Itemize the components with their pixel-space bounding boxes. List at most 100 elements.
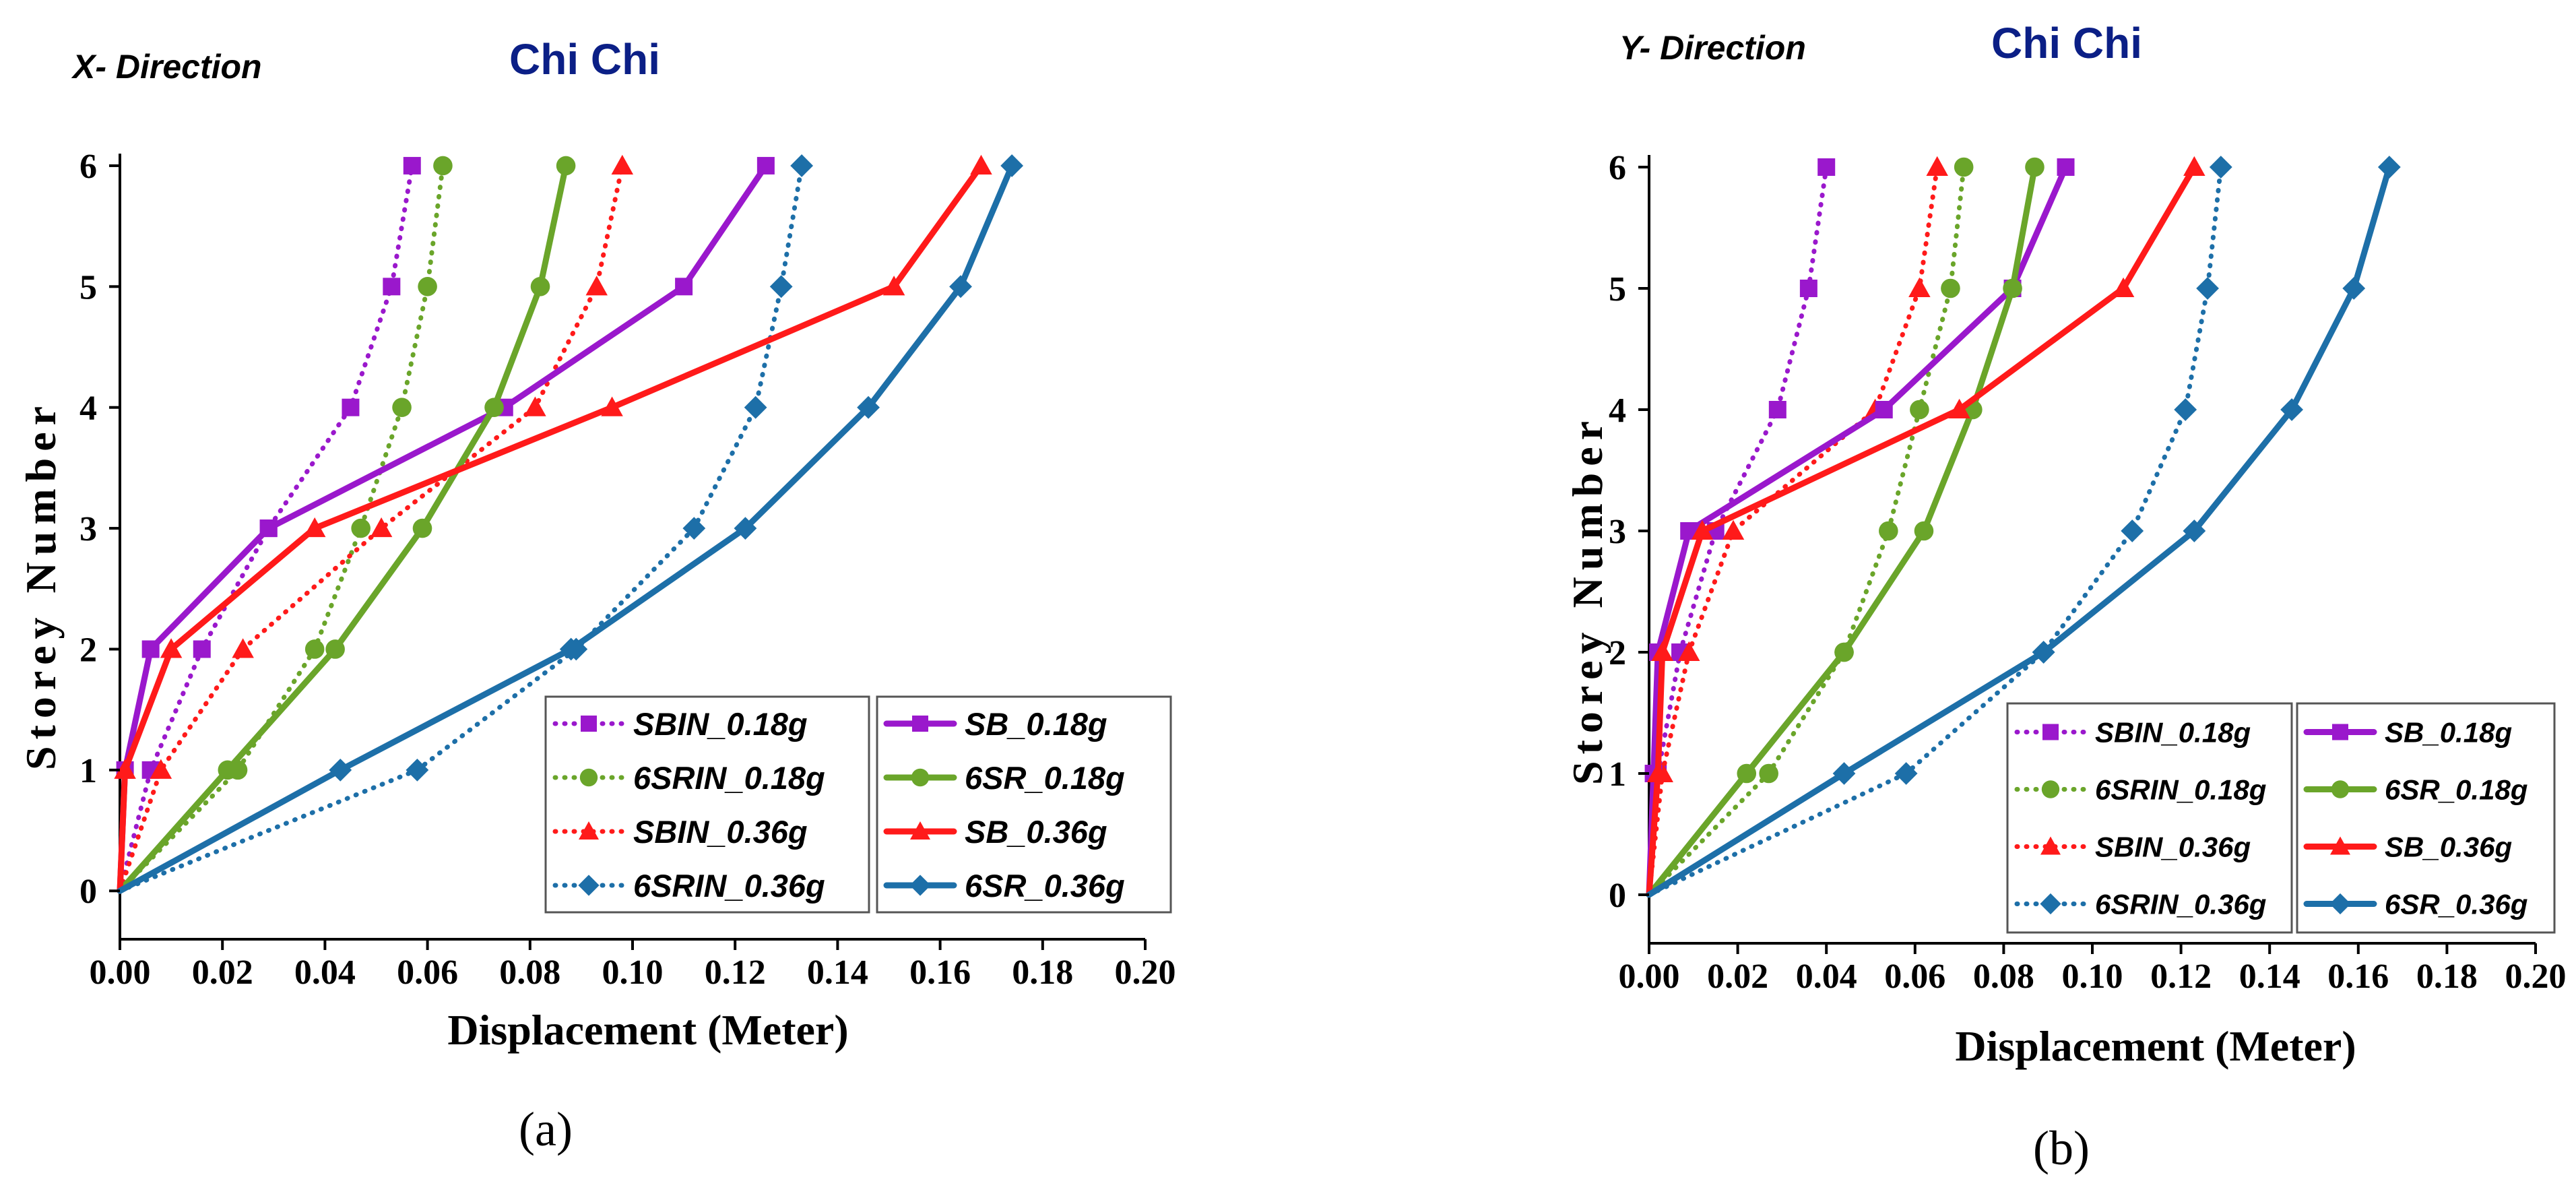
data-point: [342, 398, 360, 416]
legend-entries: SBIN_0.18g 6SRIN_0.18g SBIN_0.36g 6SRIN_0.3…: [552, 706, 1125, 904]
legend-swatch-marker: [2329, 893, 2351, 915]
data-point: [1000, 154, 1024, 177]
chart-title: Chi Chi: [509, 35, 660, 84]
legend-swatch-marker: [2042, 724, 2059, 740]
legend-entries: SBIN_0.18g 6SRIN_0.18g SBIN_0.36g 6SRIN_0.3…: [2014, 717, 2527, 920]
y-tick-label: 5: [79, 268, 97, 307]
legend-swatch-marker: [2332, 724, 2348, 740]
series-SB_0.36g: [1646, 156, 2205, 898]
legend-label: 6SRIN_0.18g: [633, 760, 825, 796]
data-point: [325, 639, 345, 659]
series-line: [117, 162, 569, 894]
y-tick-label: 0: [1609, 877, 1626, 915]
legend-entry-6SRIN_0.36g: 6SRIN_0.36g: [2014, 889, 2266, 920]
x-tick-labels: 0.00 0.02 0.04 0.06 0.08 0.10 0.12 0.14 0.16 0.18…: [1619, 943, 2567, 996]
data-point: [1834, 642, 1854, 662]
x-tick-label: 0.08: [1973, 957, 2034, 996]
data-point: [1908, 277, 1931, 297]
legend-entry-6SR_0.18g: 6SR_0.18g: [2303, 774, 2527, 806]
data-point: [675, 278, 693, 296]
data-point: [1894, 762, 1918, 785]
x-tick-label: 0.12: [705, 953, 766, 992]
legend-entry-6SR_0.18g: 6SR_0.18g: [883, 760, 1125, 796]
x-tick-label: 0.02: [192, 953, 253, 992]
legend: SBIN_0.18g 6SRIN_0.18g SBIN_0.36g 6SRIN_0.3…: [2006, 702, 2556, 934]
x-tick-label: 0.18: [1012, 953, 1073, 992]
y-tick-label: 4: [79, 389, 97, 428]
data-point: [383, 278, 401, 296]
panel-caption: (b): [2033, 1121, 2090, 1175]
direction-label: X- Direction: [71, 48, 262, 86]
legend-label: SBIN_0.18g: [633, 706, 808, 742]
data-point: [2112, 277, 2135, 297]
data-point: [769, 275, 793, 298]
legend-label: 6SR_0.18g: [965, 760, 1125, 796]
data-point: [1832, 762, 1856, 785]
x-tick-label: 0.02: [1707, 957, 1768, 996]
direction-label: Y- Direction: [1619, 29, 1806, 67]
data-point: [1941, 278, 1960, 298]
legend-label: 6SR_0.18g: [2385, 774, 2527, 806]
data-point: [1817, 158, 1836, 176]
legend-entry-6SR_0.36g: 6SR_0.36g: [2303, 889, 2527, 920]
data-point: [949, 275, 972, 298]
data-point: [160, 638, 183, 658]
data-point: [1691, 519, 1714, 540]
data-point: [1722, 519, 1745, 540]
x-tick-label: 0.00: [1619, 957, 1680, 996]
legend-swatch-marker: [581, 716, 597, 732]
x-tick-label: 0.14: [807, 953, 868, 992]
data-point: [433, 156, 453, 176]
y-tick-label: 3: [79, 510, 97, 548]
data-point: [329, 758, 352, 782]
y-tick-label: 1: [79, 752, 97, 790]
legend-label: 6SR_0.36g: [2385, 889, 2527, 920]
x-tick-label: 0.14: [2239, 957, 2300, 996]
panel-a-x-direction: X- Direction Chi Chi 0.00 0.02 0.04 0.06 0.0…: [17, 35, 1176, 1156]
y-tick-label: 5: [1609, 270, 1626, 309]
series-SBIN_0.18g: [1646, 158, 1836, 897]
x-tick-label: 0.04: [1796, 957, 1857, 996]
data-point: [2183, 156, 2205, 176]
data-point: [150, 759, 172, 779]
panel-caption: (a): [519, 1102, 573, 1156]
x-tick-label: 0.00: [90, 953, 151, 992]
data-point: [2121, 519, 2144, 542]
legend-box-dotted: [544, 695, 870, 914]
series-6SR_0.36g: [1646, 156, 2401, 898]
series-6SR_0.36g: [117, 154, 1024, 894]
data-point: [790, 154, 814, 177]
x-tick-label: 0.10: [2062, 957, 2123, 996]
data-point: [1926, 156, 1948, 176]
data-point: [1954, 157, 1974, 177]
y-tick-labels: 0 1 2 3 4 5 6: [79, 148, 120, 911]
data-point: [970, 154, 992, 175]
data-point: [114, 759, 136, 779]
x-axis-label: Displacement (Meter): [1955, 1022, 2356, 1070]
data-point: [1759, 763, 1778, 784]
y-tick-labels: 0 1 2 3 4 5 6: [1609, 149, 1649, 915]
data-point: [2174, 398, 2197, 421]
legend-entry-SBIN_0.18g: SBIN_0.18g: [2014, 717, 2251, 749]
legend-label: 6SRIN_0.18g: [2095, 774, 2266, 806]
data-point: [351, 518, 371, 538]
legend-label: SBIN_0.18g: [2095, 717, 2251, 749]
data-point: [585, 276, 608, 296]
data-point: [218, 760, 238, 780]
data-point: [734, 517, 757, 540]
y-axis-label: Storey Number: [1564, 414, 1611, 785]
y-tick-label: 3: [1609, 513, 1626, 551]
y-tick-label: 4: [1609, 391, 1626, 430]
data-point: [611, 154, 634, 175]
legend-swatch-marker: [909, 875, 931, 896]
x-tick-label: 0.20: [2505, 957, 2567, 996]
legend-swatch-marker: [2331, 780, 2350, 798]
legend-swatch-marker: [912, 716, 928, 732]
data-point: [2196, 277, 2219, 300]
data-point: [601, 396, 623, 416]
data-point: [756, 156, 775, 175]
legend-label: 6SRIN_0.36g: [633, 868, 825, 904]
legend-label: SB_0.36g: [965, 814, 1107, 850]
data-point: [1737, 763, 1757, 784]
legend-entry-6SRIN_0.36g: 6SRIN_0.36g: [552, 868, 825, 904]
